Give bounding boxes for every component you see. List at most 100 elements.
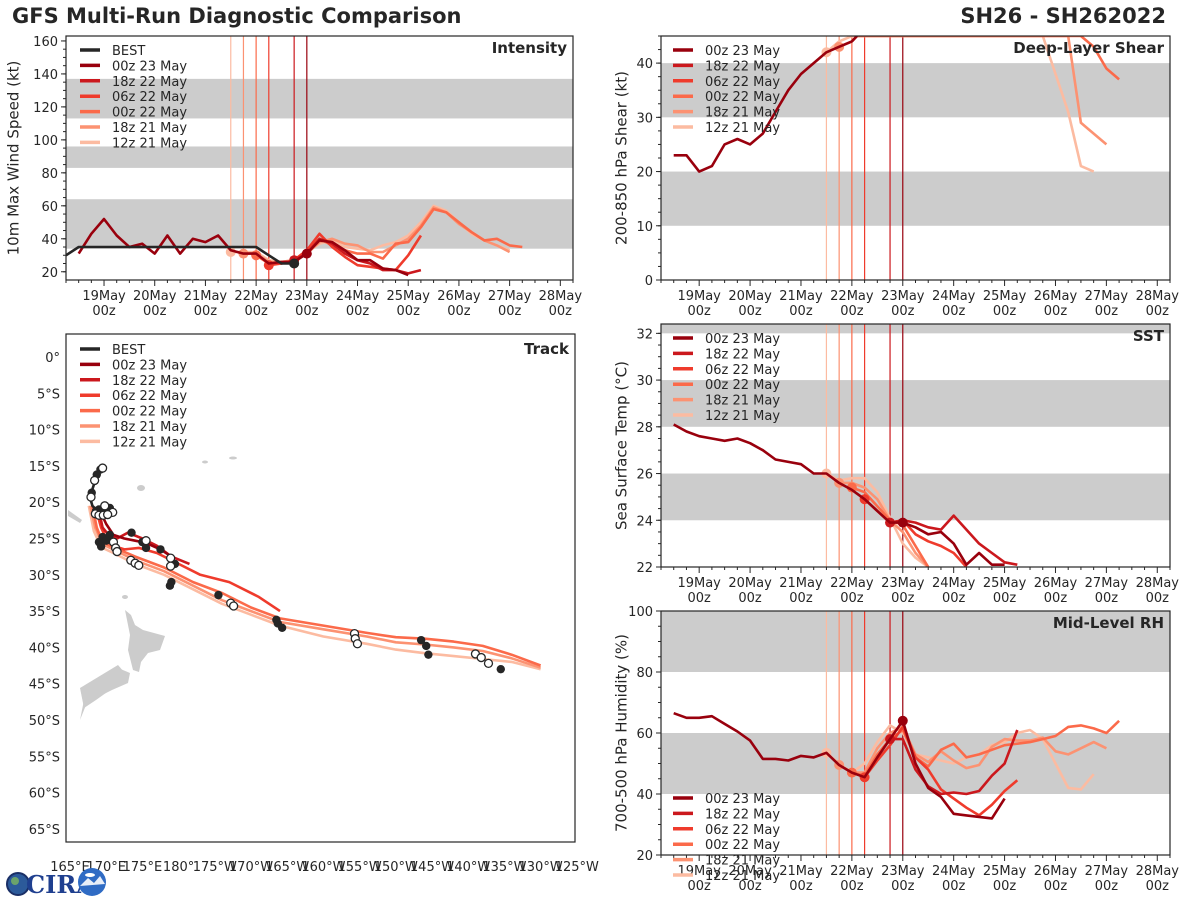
y-tick-label: 160 — [33, 35, 58, 50]
legend-label: 00z 23 May — [705, 332, 780, 347]
x-tick-label: 26May — [1034, 289, 1078, 304]
x-tick-label-hour: 00z — [549, 304, 573, 319]
lat-tick-label: 60°S — [29, 787, 60, 802]
lon-tick-label: 170°W — [229, 860, 273, 875]
y-tick-label: 40 — [41, 233, 58, 248]
y-tick-label: 100 — [628, 605, 653, 620]
x-tick-label-hour: 00z — [789, 879, 813, 894]
x-tick-label: 19May — [677, 289, 721, 304]
track-point-filled — [496, 664, 505, 674]
x-tick-label: 20May — [728, 864, 772, 879]
x-tick-label: 23May — [285, 289, 329, 304]
cira-logo-icon: CIRA — [6, 868, 106, 899]
island — [122, 595, 128, 599]
shaded-band — [661, 473, 1170, 521]
x-tick-label: 24May — [932, 576, 976, 591]
panel-title: Intensity — [492, 39, 568, 57]
x-tick-label: 26May — [1034, 864, 1078, 879]
lat-tick-label: 10°S — [29, 424, 60, 439]
y-tick-label: 80 — [41, 167, 58, 182]
lon-tick-label: 125°W — [555, 860, 599, 875]
legend-label: 00z 22 May — [705, 838, 780, 853]
y-tick-label: 40 — [636, 788, 653, 803]
lon-tick-label: 140°W — [446, 860, 490, 875]
x-tick-label-hour: 00z — [143, 304, 167, 319]
legend-label: 00z 23 May — [705, 792, 780, 807]
lat-tick-label: 35°S — [29, 605, 60, 620]
y-axis-label: 200-850 hPa Shear (kt) — [613, 71, 631, 245]
x-tick-label-hour: 00z — [738, 879, 762, 894]
legend-label: 18z 22 May — [705, 347, 780, 362]
legend-label: 18z 22 May — [705, 59, 780, 74]
shaded-band — [661, 63, 1170, 118]
y-tick-label: 32 — [636, 327, 653, 342]
legend-label: 00z 22 May — [705, 378, 780, 393]
chart-rh: 2040608010019May00z20May00z21May00z22May… — [613, 605, 1180, 894]
track-point-open — [228, 601, 239, 611]
y-tick-label: 24 — [636, 514, 653, 529]
shaded-band — [66, 146, 573, 168]
y-tick-label: 20 — [41, 266, 58, 281]
x-tick-label-hour: 00z — [891, 879, 915, 894]
series-line-18z-22-may — [890, 729, 1019, 796]
track-point-open — [134, 560, 144, 571]
x-tick-label-hour: 00z — [1146, 591, 1170, 606]
x-tick-label-hour: 00z — [1146, 304, 1170, 319]
track-point-open — [352, 639, 363, 649]
series-line-best — [66, 245, 295, 265]
lon-tick-label: 180° — [163, 860, 194, 875]
track-point-open — [89, 475, 100, 486]
shaded-band — [66, 78, 573, 119]
track-point-open — [165, 561, 176, 571]
track-point-filled — [167, 577, 176, 587]
y-tick-label: 60 — [636, 727, 653, 742]
series-line-00z-23-may — [673, 423, 1005, 567]
x-tick-label: 28May — [539, 289, 583, 304]
x-tick-label: 25May — [983, 864, 1027, 879]
x-tick-label-hour: 00z — [447, 304, 471, 319]
x-tick-label: 24May — [932, 289, 976, 304]
lon-tick-label: 130°W — [519, 860, 563, 875]
init-marker — [846, 482, 857, 493]
chart-shear: 01020304019May00z20May00z21May00z22May00… — [613, 35, 1179, 319]
y-tick-label: 20 — [636, 166, 653, 181]
track-point-filled — [277, 623, 287, 632]
x-tick-label: 21May — [779, 864, 823, 879]
x-tick-label: 22May — [830, 864, 874, 879]
x-tick-label: 23May — [881, 864, 925, 879]
lat-tick-label: 40°S — [29, 641, 60, 656]
lat-tick-label: 65°S — [29, 823, 60, 838]
y-tick-label: 0 — [645, 274, 653, 289]
x-tick-label-hour: 00z — [1044, 879, 1068, 894]
x-tick-label-hour: 00z — [1095, 304, 1119, 319]
chart-sst: 22242628303219May00z20May00z21May00z22Ma… — [613, 323, 1179, 606]
track-point-open — [102, 509, 113, 520]
legend-label: 00z 23 May — [112, 358, 187, 373]
series-line-12z-21-may — [825, 472, 929, 567]
x-tick-label: 25May — [983, 576, 1027, 591]
y-tick-label: 26 — [636, 468, 653, 483]
x-tick-label-hour: 00z — [244, 304, 268, 319]
page-title: GFS Multi-Run Diagnostic Comparison — [12, 4, 462, 28]
panel-title: Mid-Level RH — [1053, 614, 1164, 632]
track-point-filled — [424, 650, 433, 659]
track-point-filled — [214, 590, 223, 600]
track-point-open — [112, 546, 122, 557]
init-marker — [225, 246, 236, 257]
x-tick-label: 25May — [387, 289, 431, 304]
legend-label: 18z 21 May — [705, 854, 780, 869]
land-masses — [68, 456, 237, 720]
x-tick-label: 27May — [1085, 864, 1129, 879]
y-tick-label: 120 — [33, 101, 58, 116]
new-zealand-south-island — [80, 668, 130, 720]
x-tick-label-hour: 00z — [194, 304, 218, 319]
y-tick-label: 22 — [636, 561, 653, 576]
lat-tick-label: 20°S — [29, 496, 60, 511]
lon-tick-label: 150°W — [374, 860, 418, 875]
series-line-06z-22-may — [863, 725, 1019, 817]
series-line-00z-23-may — [673, 711, 1006, 820]
legend-label: 12z 21 May — [112, 435, 187, 450]
track-point-filled — [102, 536, 111, 545]
legend-label: 06z 22 May — [112, 90, 187, 105]
init-marker — [897, 715, 908, 726]
